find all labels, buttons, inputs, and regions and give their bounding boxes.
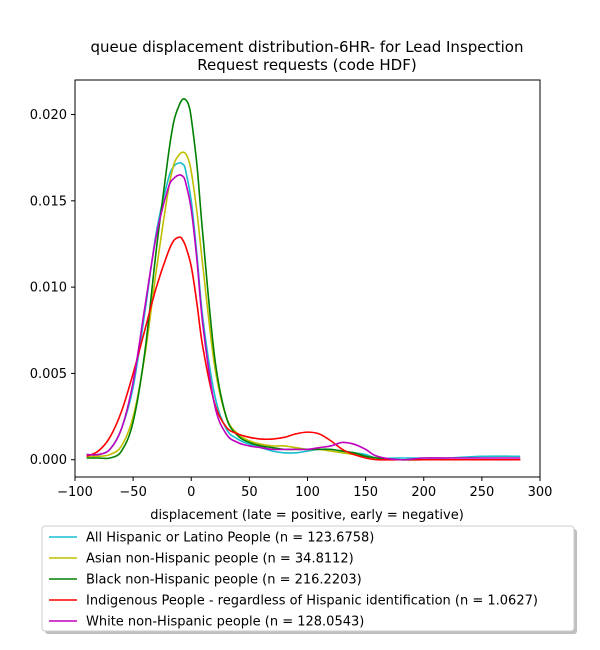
y-tick-label: 0.005 [30, 367, 67, 382]
legend: All Hispanic or Latino People (n = 123.6… [41, 525, 577, 634]
chart-title-line-2: Request requests (code HDF) [197, 56, 416, 74]
chart-title-line-1: queue displacement distribution-6HR- for… [90, 38, 523, 56]
legend-entry-2: Black non-Hispanic people (n = 216.2203) [86, 573, 362, 588]
y-tick-label: 0.000 [30, 453, 67, 468]
y-axis: 0.000 0.005 0.010 0.015 0.020 [30, 108, 75, 468]
series-line-3 [86, 236, 521, 461]
x-tick-label: 50 [241, 485, 258, 500]
legend-entry-0: All Hispanic or Latino People (n = 123.6… [86, 531, 374, 546]
legend-entry-1: Asian non-Hispanic people (n = 34.8112) [86, 552, 354, 567]
x-axis: −100 −50 0 50 100 150 200 250 300 [57, 477, 552, 500]
x-axis-label: displacement (late = positive, early = n… [150, 508, 464, 523]
plot-frame [74, 79, 541, 478]
legend-box [41, 525, 575, 632]
y-tick-label: 0.020 [30, 108, 67, 123]
x-tick-label: 100 [295, 485, 320, 500]
plot-layer [86, 98, 521, 461]
x-tick-label: 200 [411, 485, 436, 500]
legend-entry-3: Indigenous People - regardless of Hispan… [86, 594, 538, 609]
series-line-2 [86, 98, 521, 461]
x-tick-label: 250 [469, 485, 494, 500]
y-tick-label: 0.015 [30, 194, 67, 209]
x-tick-label: −50 [119, 485, 146, 500]
x-tick-label: −100 [57, 485, 93, 500]
x-tick-label: 300 [528, 485, 553, 500]
y-tick-label: 0.010 [30, 281, 67, 296]
legend-entry-4: White non-Hispanic people (n = 128.0543) [86, 615, 364, 630]
x-tick-label: 150 [353, 485, 378, 500]
series-line-4 [86, 174, 521, 461]
x-tick-label: 0 [187, 485, 195, 500]
